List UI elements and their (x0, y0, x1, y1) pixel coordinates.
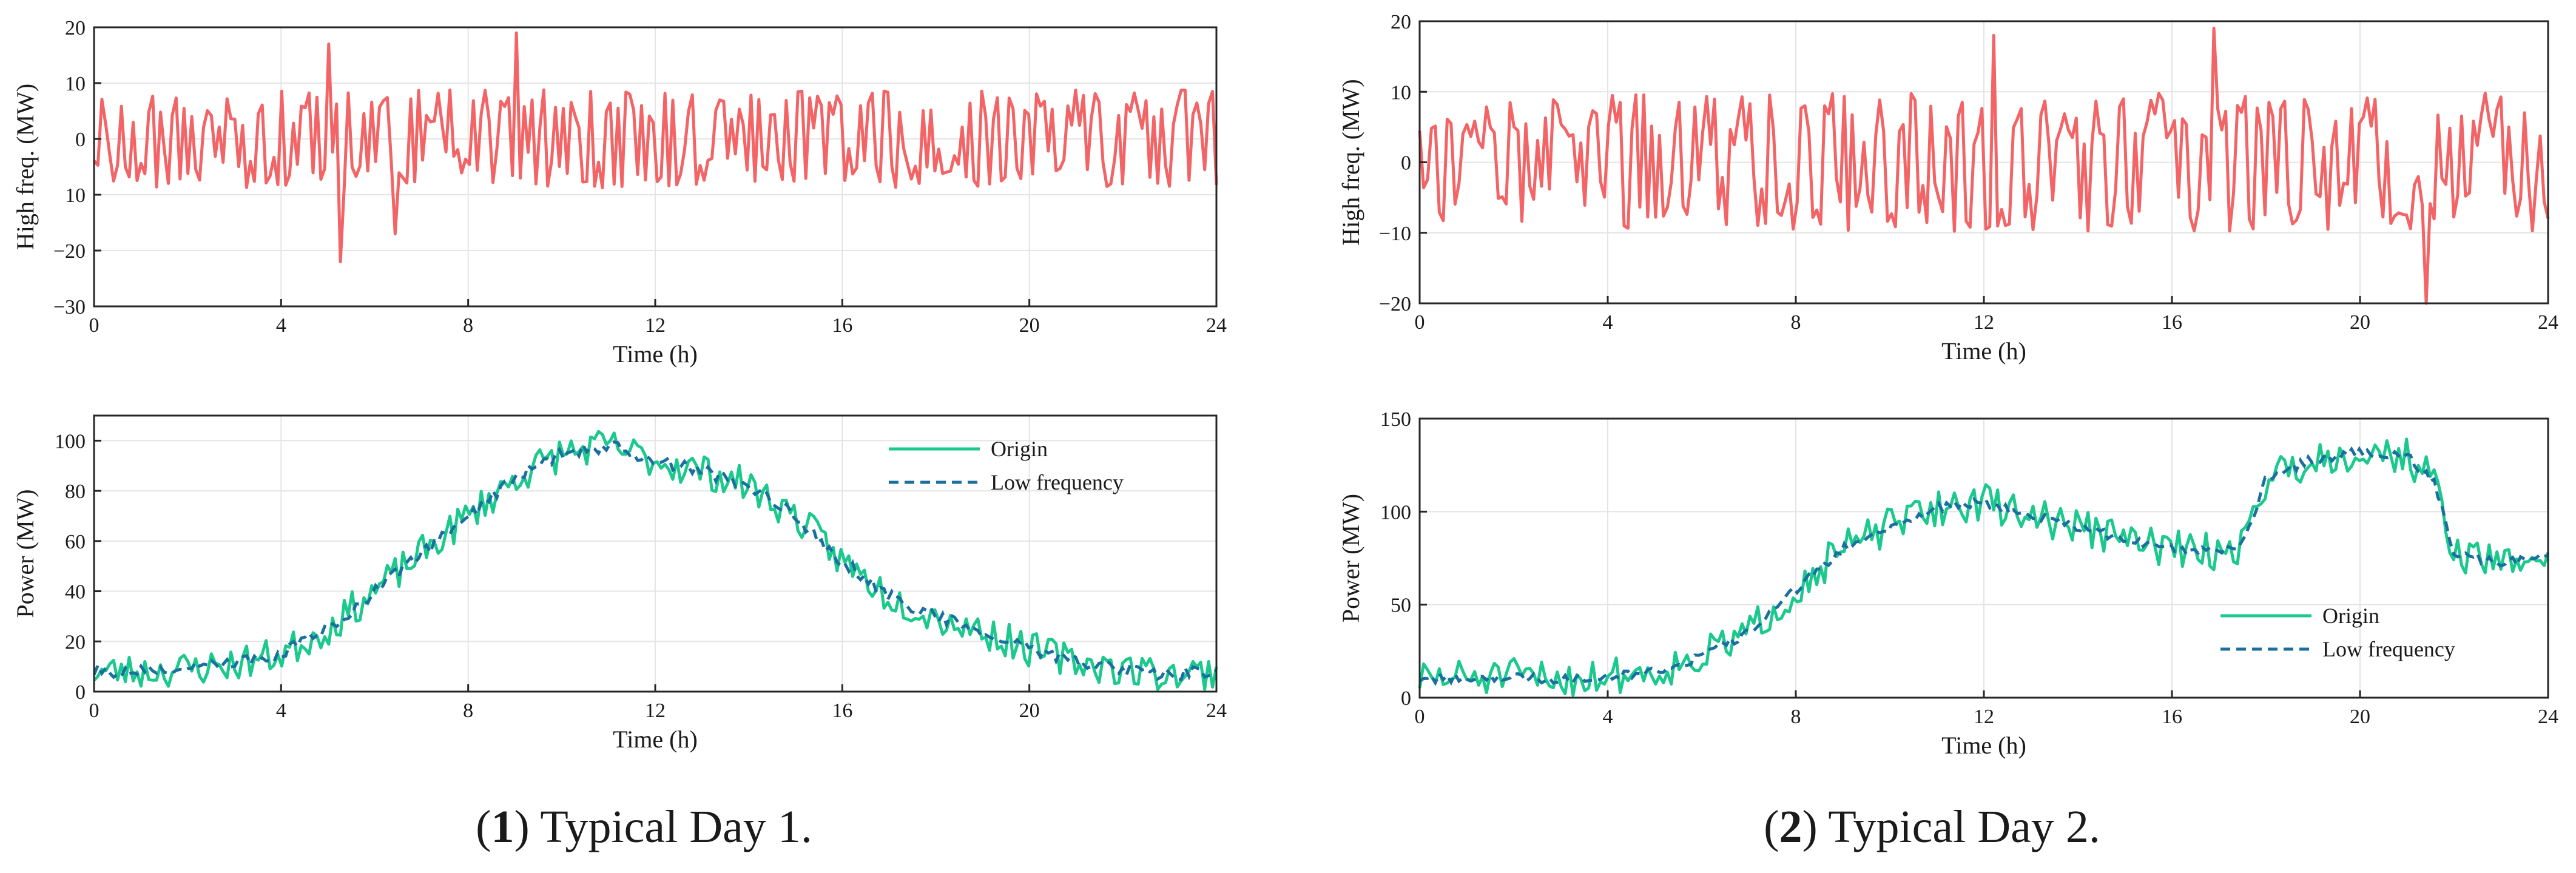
legend-label-origin: Origin (991, 437, 1048, 461)
caption-day-2: (2) Typical Day 2. (1764, 801, 2100, 852)
series-origin (93, 430, 1218, 691)
y-axis-label: High freq. (MW) (12, 84, 39, 250)
x-axis-label: Time (h) (613, 340, 698, 368)
x-tick-label: 20 (1019, 699, 1040, 722)
x-tick-label: 12 (645, 699, 666, 722)
x-axis-label: Time (h) (1941, 732, 2026, 759)
x-tick-label: 16 (832, 699, 852, 722)
x-tick-label: 20 (2350, 706, 2370, 728)
x-tick-label: 4 (276, 699, 286, 722)
series-low-frequency (92, 440, 1218, 681)
y-tick-label: 60 (65, 531, 86, 553)
x-tick-label: 20 (1019, 314, 1040, 337)
x-tick-label: 8 (1791, 311, 1801, 334)
series-low-frequency (1418, 446, 2549, 687)
x-tick-label: 4 (1603, 706, 1613, 728)
x-tick-label: 12 (1974, 311, 1994, 334)
x-tick-label: 8 (463, 699, 473, 722)
x-tick-label: 0 (1415, 706, 1425, 728)
y-tick-label: 50 (1391, 595, 1411, 617)
x-axis-label: Time (h) (1941, 337, 2026, 365)
x-axis-label: Time (h) (613, 726, 698, 753)
x-tick-label: 0 (1415, 311, 1425, 334)
y-tick-label: 100 (55, 430, 86, 453)
x-tick-label: 12 (645, 314, 666, 337)
y-tick-label: −10 (1379, 223, 1411, 245)
y-tick-label: 10 (1391, 81, 1411, 104)
x-tick-label: 24 (2538, 706, 2558, 728)
chart-day2-power: 0 4 8 12 16 20 24 0 50 100 150 Time (h) Power (MW) Or… (1337, 408, 2558, 759)
x-tick-label: 8 (1791, 706, 1801, 728)
x-tick-label: 4 (276, 314, 286, 337)
y-axis-label: High freq. (MW) (1337, 79, 1364, 245)
y-tick-label: 150 (1380, 408, 1411, 431)
legend-label-low-frequency: Low frequency (2322, 637, 2455, 661)
x-tick-label: 24 (1206, 699, 1227, 722)
legend-label-low-frequency: Low frequency (991, 470, 1124, 494)
series-origin (1418, 437, 2550, 697)
x-tick-label: 24 (2538, 311, 2558, 334)
caption-day-1: (1) Typical Day 1. (476, 801, 812, 852)
x-tick-label: 24 (1206, 314, 1227, 337)
x-tick-label: 4 (1603, 311, 1613, 334)
x-tick-label: 0 (89, 314, 99, 337)
y-tick-label: 80 (65, 480, 86, 503)
x-tick-label: 16 (2162, 311, 2182, 334)
x-tick-label: 12 (1974, 706, 1994, 728)
x-tick-label: 16 (2162, 706, 2182, 728)
chart-day2-high: 0 4 8 12 16 20 24 20 10 0 −10 −20 Time (h) High freq.… (1337, 11, 2558, 365)
y-tick-label: −30 (53, 296, 86, 319)
y-tick-label: 0 (1401, 687, 1411, 710)
chart-day1-high: 0 4 8 12 16 20 24 20 10 0 10 −20 −30 Time (h) High fre… (12, 17, 1227, 368)
x-tick-label: 8 (463, 314, 473, 337)
y-tick-label: 0 (75, 681, 86, 704)
y-tick-label: 0 (75, 129, 86, 151)
y-tick-label: −20 (53, 240, 86, 263)
x-tick-label: 20 (2350, 311, 2370, 334)
series-high-frequency (1418, 27, 2550, 305)
y-tick-label: 0 (1401, 152, 1411, 175)
y-tick-label: −20 (1379, 293, 1411, 315)
y-tick-label: 20 (1391, 11, 1411, 33)
chart-day1-power: 0 4 8 12 16 20 24 0 20 40 60 80 100 Time (h) Power (MW… (12, 414, 1227, 753)
y-tick-label: 10 (65, 73, 86, 95)
y-tick-label: 100 (1380, 501, 1411, 524)
y-tick-label: 10 (65, 184, 86, 207)
legend-label-origin: Origin (2322, 604, 2379, 628)
x-tick-label: 0 (89, 699, 99, 722)
x-tick-label: 16 (832, 314, 852, 337)
y-tick-label: 40 (65, 581, 86, 604)
y-tick-label: 20 (65, 631, 86, 653)
y-tick-label: 20 (65, 17, 86, 39)
y-axis-label: Power (MW) (1337, 494, 1364, 622)
y-axis-label: Power (MW) (12, 489, 39, 618)
series-high-frequency (93, 31, 1218, 263)
